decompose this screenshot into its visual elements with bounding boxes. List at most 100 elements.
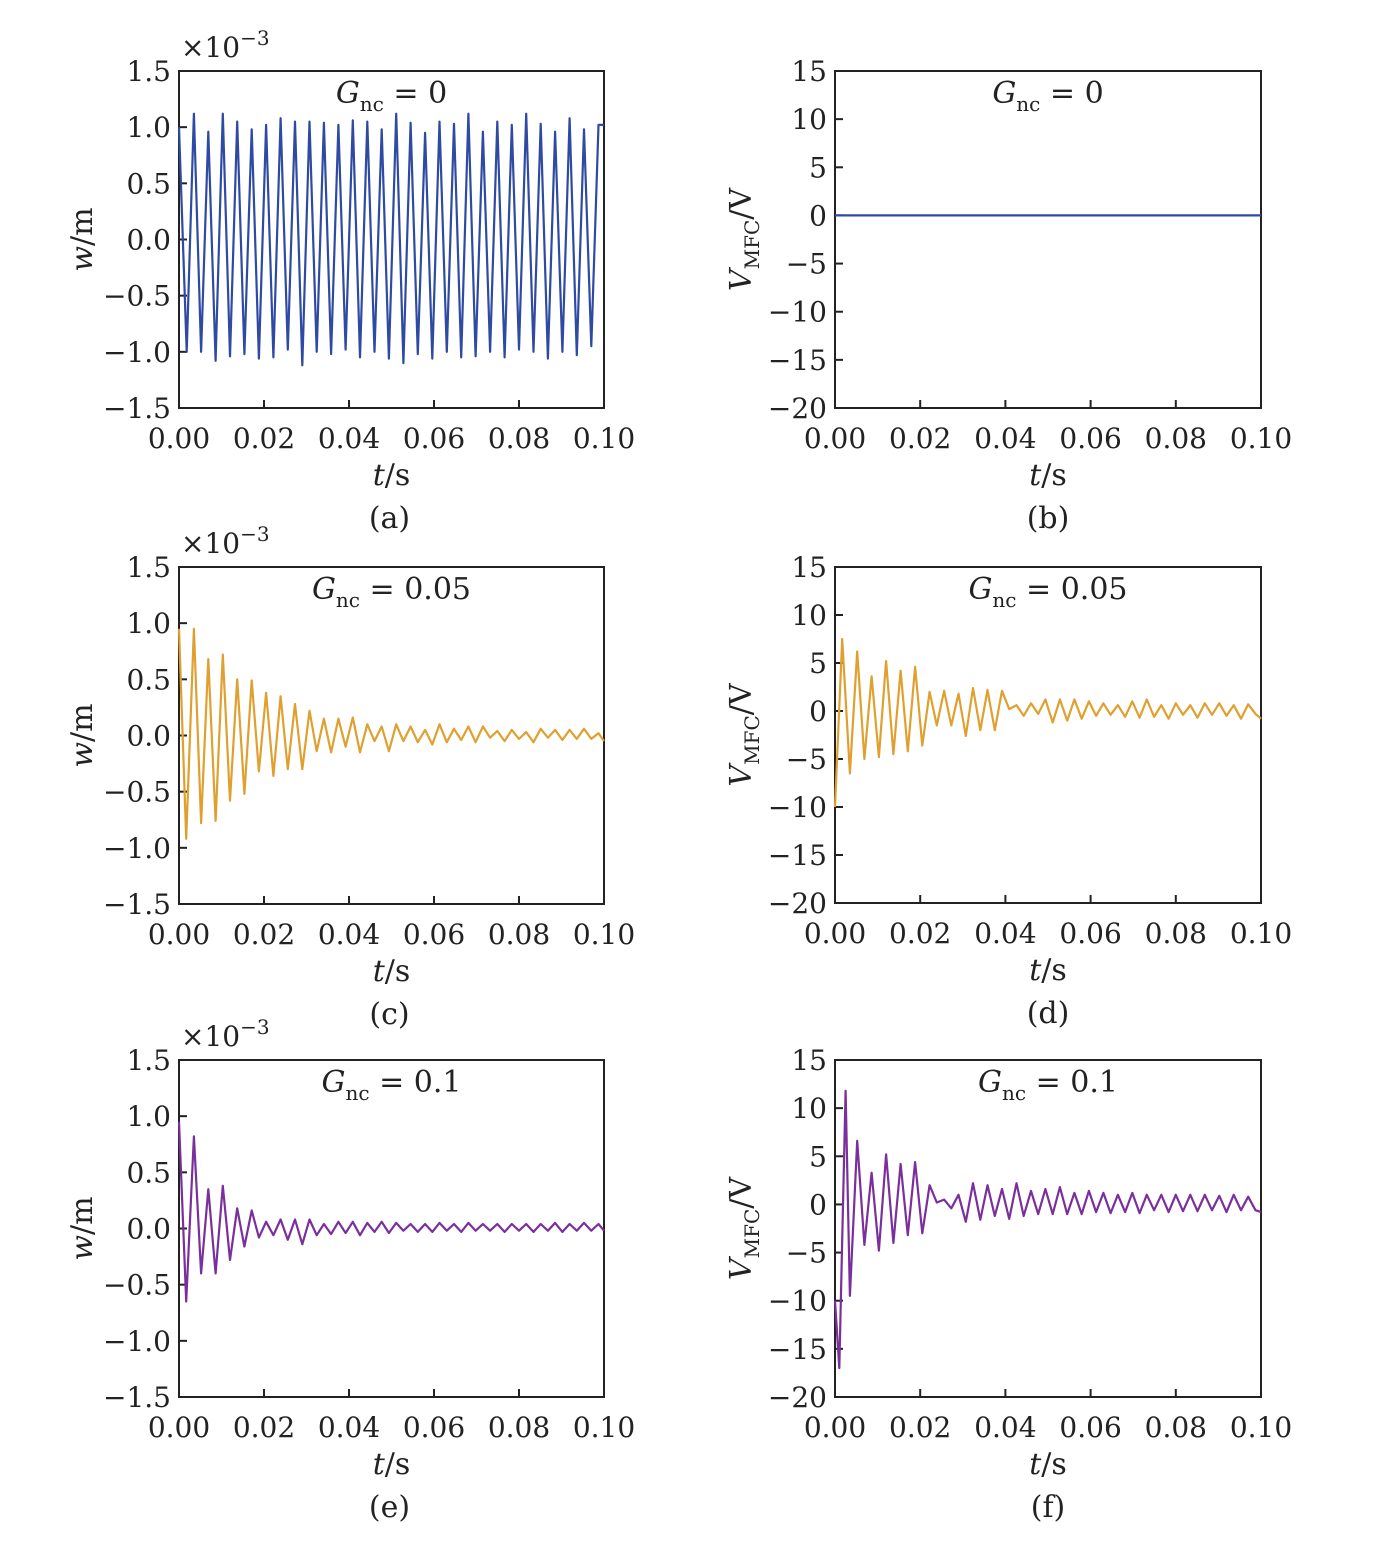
x-tick-label: 0.10 xyxy=(1230,917,1292,950)
plot-frame xyxy=(178,566,605,905)
series-line xyxy=(177,112,604,367)
x-tick-label: 0.06 xyxy=(1059,1411,1121,1444)
x-tick-label: 0.06 xyxy=(403,918,465,951)
y-tick-label: −20 xyxy=(768,392,827,425)
x-tick-label: 0.00 xyxy=(148,918,210,951)
y-tick-label: 1.5 xyxy=(126,1044,171,1077)
panel-caption: (e) xyxy=(369,1490,410,1525)
x-axis-title: t/s xyxy=(373,458,411,493)
y-tick-label: −0.5 xyxy=(103,280,171,313)
x-tick-label: 0.00 xyxy=(148,1411,210,1444)
panel-caption: (d) xyxy=(1027,996,1070,1031)
x-tick-label: 0.04 xyxy=(974,422,1036,455)
x-axis-title: t/s xyxy=(1029,953,1067,988)
x-tick-label: 0.04 xyxy=(318,1411,380,1444)
gain-annotation: Gnc = 0.05 xyxy=(312,572,471,612)
y-axis-title: VMFC/V xyxy=(724,1176,764,1280)
y-tick-label: 5 xyxy=(809,151,827,184)
y-tick-label: 0.0 xyxy=(126,224,171,257)
x-tick-label: 0.10 xyxy=(573,422,635,455)
y-tick-label: 15 xyxy=(791,55,827,88)
x-tick-label: 0.04 xyxy=(974,1411,1036,1444)
y-tick-label: −0.5 xyxy=(103,776,171,809)
y-tick-label: 0.5 xyxy=(126,663,171,696)
series-line xyxy=(833,637,1262,808)
plot-frame xyxy=(834,1059,1262,1398)
x-tick-label: 0.00 xyxy=(804,1411,866,1444)
chart-panel-6: 0.00 0.02 0.04 0.06 0.08 0.10 15 10 5 0 −5 −10 −15 −2… xyxy=(724,1044,1292,1525)
y-tick-label: 15 xyxy=(791,1044,827,1077)
x-tick-label: 0.02 xyxy=(889,422,951,455)
panel-caption: (f) xyxy=(1031,1490,1066,1525)
x-tick-label: 0.10 xyxy=(1230,422,1292,455)
y-axis-title: w/m xyxy=(65,207,100,271)
y-tick-label: 0.5 xyxy=(126,167,171,200)
y-tick-label: −1.5 xyxy=(103,888,171,921)
y-tick-label: −1.0 xyxy=(103,1325,171,1358)
y-tick-label: 1.0 xyxy=(126,607,171,640)
x-axis-title: t/s xyxy=(373,1447,411,1482)
chart-panel-4: 0.00 0.02 0.04 0.06 0.08 0.10 15 10 5 0 −5 −10 −15 −2… xyxy=(724,551,1292,1031)
y-tick-label: −1.5 xyxy=(103,1381,171,1414)
series-line xyxy=(177,1121,605,1303)
y-tick-label: 0.0 xyxy=(126,720,171,753)
panel-caption: (b) xyxy=(1027,501,1070,536)
y-tick-label: 0 xyxy=(809,695,827,728)
x-tick-label: 0.06 xyxy=(403,1411,465,1444)
gain-annotation: Gnc = 0.1 xyxy=(978,1065,1118,1105)
plot-frame xyxy=(834,566,1262,904)
x-tick-label: 0.06 xyxy=(403,422,465,455)
x-tick-label: 0.00 xyxy=(148,422,210,455)
y-tick-label: 10 xyxy=(791,103,827,136)
chart-panel-5: 0.00 0.02 0.04 0.06 0.08 0.10 1.5 1.0 0.5 0.0 −0.5… xyxy=(65,1015,635,1525)
x-tick-label: 0.08 xyxy=(1145,1411,1207,1444)
x-tick-label: 0.02 xyxy=(889,1411,951,1444)
y-tick-label: 15 xyxy=(791,551,827,584)
y-tick-label: −5 xyxy=(786,743,827,776)
y-axis-title: VMFC/V xyxy=(724,187,764,291)
y-tick-label: 5 xyxy=(809,1140,827,1173)
y-scale-factor: ×10−3 xyxy=(181,522,270,560)
y-tick-label: −0.5 xyxy=(103,1269,171,1302)
x-tick-label: 0.08 xyxy=(1145,917,1207,950)
series-line xyxy=(833,1089,1262,1370)
y-tick-label: 10 xyxy=(791,599,827,632)
y-tick-label: −15 xyxy=(768,344,827,377)
y-tick-label: −15 xyxy=(768,839,827,872)
y-tick-label: −5 xyxy=(786,248,827,281)
y-tick-label: 0 xyxy=(809,1188,827,1221)
chart-panel-3: 0.00 0.02 0.04 0.06 0.08 0.10 1.5 1.0 0.5 0.0 −0.5… xyxy=(65,522,635,1032)
x-tick-label: 0.10 xyxy=(573,1411,635,1444)
plot-frame xyxy=(834,70,1262,409)
y-axis-title: w/m xyxy=(65,703,100,767)
x-tick-label: 0.00 xyxy=(804,917,866,950)
panel-caption: (c) xyxy=(369,997,409,1032)
chart-panel-2: 0.00 0.02 0.04 0.06 0.08 0.10 15 10 5 0 −5 −10 −15 −2… xyxy=(724,55,1292,536)
y-axis-title: w/m xyxy=(65,1196,100,1260)
y-tick-label: 10 xyxy=(791,1092,827,1125)
x-tick-label: 0.04 xyxy=(318,918,380,951)
y-tick-label: −1.0 xyxy=(103,336,171,369)
y-tick-label: 1.0 xyxy=(126,111,171,144)
x-tick-label: 0.02 xyxy=(233,918,295,951)
y-tick-label: 5 xyxy=(809,647,827,680)
chart-panel-1: 0.00 0.02 0.04 0.06 0.08 0.10 1.5 1.0 0.5 0.0 −0.5… xyxy=(65,26,635,536)
y-tick-label: −5 xyxy=(786,1237,827,1270)
y-tick-label: 0 xyxy=(809,199,827,232)
x-tick-label: 0.10 xyxy=(1230,1411,1292,1444)
y-tick-label: 1.5 xyxy=(126,551,171,584)
y-tick-label: 1.5 xyxy=(126,55,171,88)
gain-annotation: Gnc = 0 xyxy=(336,76,447,116)
y-axis-title: VMFC/V xyxy=(724,682,764,786)
y-tick-label: 0.0 xyxy=(126,1213,171,1246)
series-line xyxy=(177,627,605,840)
y-tick-label: −20 xyxy=(768,1381,827,1414)
y-tick-label: 0.5 xyxy=(126,1156,171,1189)
x-tick-label: 0.08 xyxy=(488,422,550,455)
y-tick-label: −15 xyxy=(768,1333,827,1366)
x-tick-label: 0.06 xyxy=(1059,422,1121,455)
y-tick-label: −20 xyxy=(768,887,827,920)
y-tick-label: −1.5 xyxy=(103,392,171,425)
x-axis-title: t/s xyxy=(373,954,411,989)
